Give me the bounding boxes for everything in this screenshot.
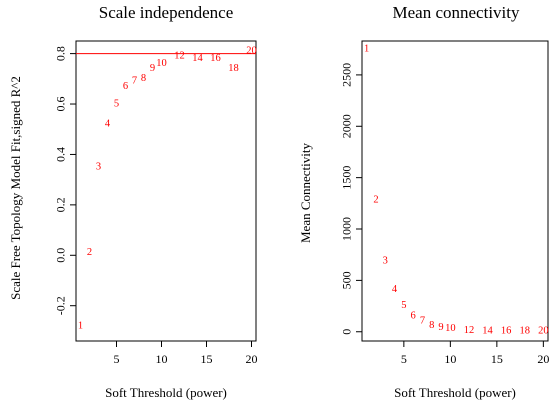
y-tick-label: 0 [340,329,354,335]
data-point-label: 2 [87,247,92,258]
x-axis-label: Soft Threshold (power) [394,385,516,400]
data-point-label: 7 [420,315,425,326]
data-point-label: 10 [445,323,456,334]
data-point-label: 20 [538,326,549,337]
x-tick-label: 10 [156,352,168,366]
data-point-label: 16 [501,326,512,337]
data-point-label: 14 [482,326,493,337]
x-tick-label: 5 [401,352,407,366]
data-point-label: 18 [520,326,531,337]
data-point-label: 7 [132,76,137,87]
data-point-label: 1 [78,320,83,331]
scale-independence-panel: Scale independence Soft Threshold (power)… [8,3,258,400]
data-point-label: 6 [123,81,128,92]
data-point-label: 4 [105,119,111,130]
data-point-label: 5 [401,300,406,311]
y-tick-label: 2500 [340,63,354,87]
x-tick-label: 5 [114,352,120,366]
data-point-label: 18 [228,63,239,74]
chart-title: Mean connectivity [393,3,520,22]
y-tick-label: 0.6 [54,97,68,112]
x-tick-label: 20 [537,352,549,366]
x-tick-label: 15 [491,352,503,366]
data-point-label: 3 [383,255,388,266]
data-point-label: 10 [156,58,167,69]
y-tick-label: -0.2 [54,296,68,315]
y-tick-label: 1000 [340,217,354,241]
y-tick-label: 0.8 [54,46,68,61]
plot-frame [75,40,257,342]
y-axis-label: Scale Free Topology Model Fit,signed R^2 [8,76,23,300]
data-point-label: 16 [210,53,221,64]
data-point-label: 9 [438,322,443,333]
y-tick-label: 500 [340,271,354,289]
data-point-label: 6 [411,311,416,322]
data-point-label: 4 [392,284,398,295]
plot-frame [361,40,549,342]
data-point-label: 2 [373,195,378,206]
x-tick-label: 15 [201,352,213,366]
chart-title: Scale independence [99,3,234,22]
data-point-label: 9 [150,63,155,74]
x-tick-label: 10 [444,352,456,366]
y-tick-label: 0.0 [54,248,68,263]
y-tick-label: 0.4 [54,147,68,162]
y-tick-label: 1500 [340,166,354,190]
x-axis-label: Soft Threshold (power) [105,385,227,400]
x-tick-label: 20 [246,352,258,366]
y-tick-label: 2000 [340,114,354,138]
data-point-label: 3 [96,161,101,172]
mean-connectivity-panel: Mean connectivity Soft Threshold (power) M… [298,3,549,400]
y-tick-label: 0.2 [54,197,68,212]
data-point-label: 12 [464,325,475,336]
data-point-label: 12 [174,51,185,62]
data-point-label: 20 [246,45,257,56]
data-point-label: 1 [364,44,369,55]
y-axis-label: Mean Connectivity [298,143,313,244]
data-point-label: 5 [114,98,119,109]
data-point-label: 14 [192,53,203,64]
data-point-label: 8 [429,320,434,331]
data-point-label: 8 [141,73,146,84]
